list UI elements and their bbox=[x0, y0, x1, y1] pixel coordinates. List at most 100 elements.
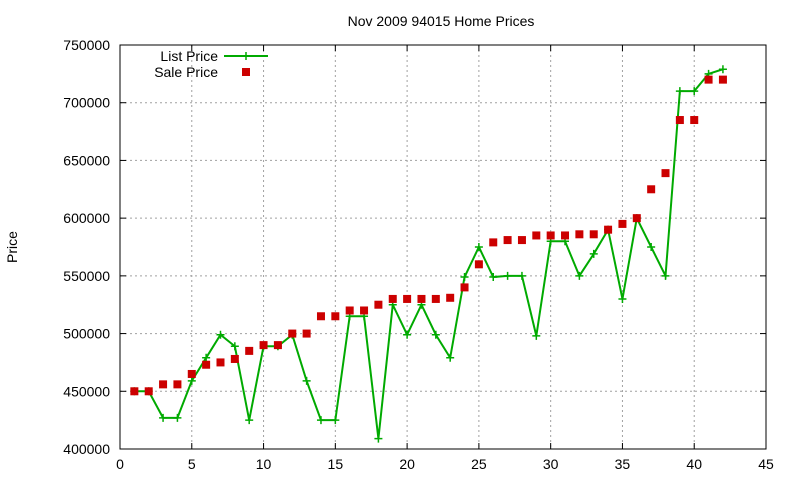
sale-price-point bbox=[230, 354, 239, 363]
sale-price-point bbox=[245, 346, 254, 355]
list-price-point bbox=[589, 249, 598, 258]
sale-price-point bbox=[273, 341, 282, 350]
x-tick-label: 0 bbox=[116, 456, 124, 472]
sale-price-point bbox=[532, 231, 541, 240]
list-price-point bbox=[661, 271, 670, 280]
sale-price-point bbox=[575, 230, 584, 239]
legend-swatch-sale-price bbox=[242, 68, 250, 76]
list-price-point bbox=[331, 416, 340, 425]
x-tick-label: 25 bbox=[471, 456, 487, 472]
sale-price-point bbox=[302, 329, 311, 338]
y-tick-label: 400000 bbox=[63, 441, 110, 457]
chart-legend: List Price Sale Price bbox=[154, 48, 268, 80]
sale-price-point bbox=[690, 116, 699, 125]
y-tick-label: 750000 bbox=[63, 37, 110, 53]
list-price-point bbox=[474, 243, 483, 251]
y-tick-label: 550000 bbox=[63, 268, 110, 284]
list-price-point bbox=[446, 353, 455, 362]
x-tick-label: 20 bbox=[399, 456, 415, 472]
list-price-point bbox=[575, 271, 584, 280]
list-price-point bbox=[403, 330, 412, 339]
sale-price-point bbox=[403, 294, 412, 303]
list-price-point bbox=[245, 416, 254, 425]
list-price-point bbox=[690, 87, 699, 96]
list-price-point bbox=[159, 413, 168, 422]
x-tick-label: 40 bbox=[686, 456, 702, 472]
list-price-point bbox=[230, 342, 239, 351]
plot-area-border bbox=[119, 44, 767, 450]
sale-price-point bbox=[489, 238, 498, 247]
y-tick-label: 700000 bbox=[63, 95, 110, 111]
sale-price-point bbox=[331, 312, 340, 321]
legend-label-list-price: List Price bbox=[160, 48, 218, 64]
sale-price-point bbox=[374, 300, 383, 309]
x-tick-label: 15 bbox=[328, 456, 344, 472]
sale-price-point bbox=[647, 185, 656, 194]
sale-price-point bbox=[618, 219, 627, 228]
sale-price-point bbox=[517, 236, 526, 245]
sale-price-point bbox=[144, 387, 153, 396]
sale-price-point bbox=[474, 260, 483, 269]
list-price-point bbox=[675, 87, 684, 96]
list-price-point bbox=[316, 416, 325, 425]
sale-price-point bbox=[417, 294, 426, 303]
list-price-point bbox=[460, 273, 469, 282]
sale-price-point bbox=[661, 169, 670, 178]
sale-price-point bbox=[718, 75, 727, 84]
list-price-point bbox=[489, 273, 498, 282]
sale-price-point bbox=[503, 236, 512, 245]
list-price-point bbox=[503, 271, 512, 280]
x-tick-label: 10 bbox=[256, 456, 272, 472]
list-price-point bbox=[431, 330, 440, 339]
list-price-point bbox=[187, 376, 196, 385]
sale-price-point bbox=[431, 294, 440, 303]
legend-plus-marker bbox=[242, 52, 250, 60]
sale-price-point bbox=[561, 231, 570, 240]
plot-series bbox=[130, 65, 727, 443]
sale-price-point bbox=[187, 369, 196, 378]
list-price-point bbox=[173, 413, 182, 422]
chart-title: Nov 2009 94015 Home Prices bbox=[348, 13, 535, 29]
sale-price-point bbox=[388, 294, 397, 303]
sale-price-point bbox=[259, 341, 268, 350]
sale-price-point bbox=[159, 380, 168, 389]
list-price-point bbox=[647, 243, 656, 251]
sale-price-point bbox=[360, 306, 369, 315]
sale-price-point bbox=[345, 306, 354, 315]
list-price-point bbox=[302, 376, 311, 385]
sale-price-point bbox=[704, 75, 713, 84]
x-tick-label: 45 bbox=[758, 456, 774, 472]
list-price-line bbox=[134, 68, 724, 439]
list-price-point bbox=[517, 271, 526, 280]
list-price-point bbox=[618, 294, 627, 303]
axis-ticks: 0 5 10 15 20 25 30 35 40 45 400000 450000 500000 5500… bbox=[63, 37, 774, 472]
sale-price-point bbox=[460, 283, 469, 292]
sale-price-point bbox=[130, 387, 139, 396]
y-tick-label: 500000 bbox=[63, 326, 110, 342]
sale-price-point bbox=[546, 231, 555, 240]
sale-price-point bbox=[604, 225, 613, 234]
list-price-point bbox=[532, 331, 541, 340]
grid-lines bbox=[120, 45, 766, 449]
sale-price-point bbox=[632, 214, 641, 223]
legend-marker-list-price bbox=[242, 52, 250, 60]
y-tick-label: 450000 bbox=[63, 383, 110, 399]
list-price-point bbox=[216, 330, 225, 339]
list-price-point bbox=[202, 353, 211, 362]
sale-price-point bbox=[216, 358, 225, 367]
list-price-point bbox=[374, 434, 383, 443]
sale-price-point bbox=[446, 293, 455, 302]
y-axis-title: Price bbox=[4, 231, 20, 263]
x-tick-label: 5 bbox=[188, 456, 196, 472]
sale-price-point bbox=[202, 360, 211, 369]
legend-label-sale-price: Sale Price bbox=[154, 64, 218, 80]
x-tick-label: 35 bbox=[615, 456, 631, 472]
y-tick-label: 600000 bbox=[63, 210, 110, 226]
sale-price-point bbox=[173, 380, 182, 389]
sale-price-point bbox=[288, 329, 297, 338]
sale-price-point bbox=[589, 230, 598, 239]
x-tick-label: 30 bbox=[543, 456, 559, 472]
y-tick-label: 650000 bbox=[63, 152, 110, 168]
sale-price-point bbox=[675, 116, 684, 125]
